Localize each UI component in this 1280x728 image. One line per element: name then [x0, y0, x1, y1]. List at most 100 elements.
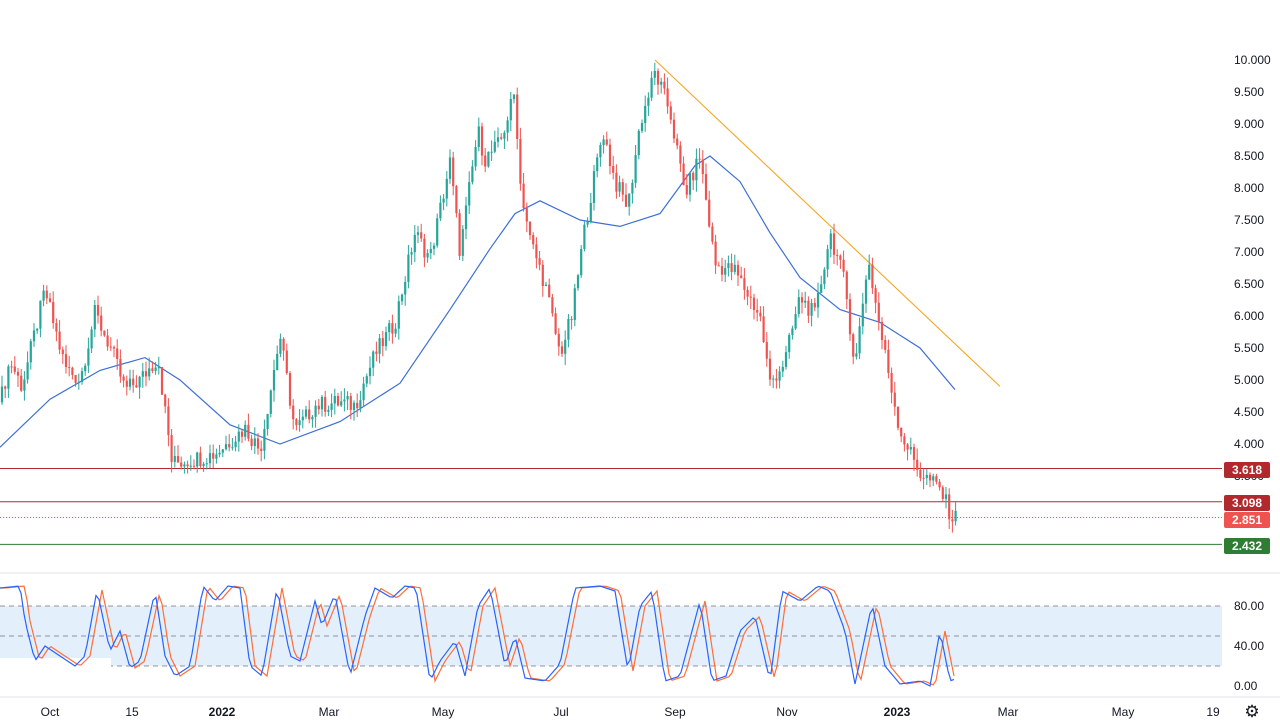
candle-body [247, 424, 250, 439]
candle [679, 141, 682, 172]
candle-body [615, 172, 618, 192]
candle [759, 306, 762, 322]
candle-body [954, 510, 957, 522]
candle-body [733, 264, 736, 272]
candle-body [269, 390, 272, 414]
candle [516, 87, 519, 150]
candle [288, 370, 292, 410]
time-tick-label: Jul [553, 705, 568, 719]
candle [208, 444, 212, 469]
candle-body [743, 278, 746, 290]
candle-body [461, 229, 464, 256]
candle [535, 237, 538, 269]
candle [87, 337, 90, 373]
oscillator-tick-label: 0.00 [1234, 679, 1258, 693]
candle-body [935, 476, 938, 482]
candle-body [282, 338, 285, 351]
oscillator-axis[interactable]: 80.00 40.00 0.00 [1234, 599, 1264, 693]
candle [797, 289, 800, 318]
level-badge-label: 2.432 [1232, 539, 1262, 553]
candle [103, 330, 106, 337]
candle-body [416, 232, 420, 235]
candle [541, 260, 544, 297]
candle [7, 364, 10, 398]
candle [336, 392, 340, 407]
candle-body [304, 409, 308, 417]
candle [909, 437, 912, 455]
candle-body [112, 347, 116, 349]
candle [256, 433, 260, 455]
candle-body [791, 328, 794, 335]
candle [762, 306, 765, 343]
candle [768, 350, 772, 386]
candle [304, 405, 308, 420]
candle-body [570, 319, 573, 321]
candle [20, 369, 23, 393]
candle [128, 369, 132, 391]
candle [42, 284, 45, 307]
candle [480, 122, 484, 166]
candle [106, 328, 109, 351]
candle [32, 323, 36, 347]
candle [500, 133, 503, 141]
candle-body [141, 371, 144, 377]
settings-gear-icon[interactable]: ⚙ [1244, 702, 1260, 721]
candle-body [154, 367, 157, 371]
time-axis[interactable]: Oct 15 2022 Mar May Jul Sep Nov 2023 Mar May 19 [41, 705, 1220, 719]
candle-body [730, 263, 733, 272]
candle [410, 247, 413, 265]
candle [730, 253, 733, 281]
candle-body [580, 248, 583, 276]
candle [125, 375, 128, 396]
candle [884, 335, 887, 354]
candle-body [749, 296, 752, 298]
candle-body [228, 444, 231, 448]
candle [932, 473, 935, 487]
candle [791, 325, 794, 340]
time-tick-label: 2022 [209, 705, 236, 719]
candle-body [480, 126, 484, 156]
candle-body [685, 185, 688, 195]
candle [58, 320, 61, 355]
candle-body [880, 321, 884, 341]
candle-body [589, 202, 592, 222]
candle [503, 130, 506, 150]
candle-body [423, 238, 426, 258]
candle [752, 293, 756, 320]
candle-body [80, 371, 84, 383]
candle [586, 217, 589, 228]
candle-body [173, 456, 176, 462]
candle-body [253, 438, 256, 447]
candle [464, 196, 468, 240]
candle-body [442, 198, 445, 203]
candle-body [452, 157, 455, 187]
candle [608, 138, 612, 175]
candle [308, 400, 311, 424]
candle [810, 298, 813, 327]
candle [740, 266, 743, 279]
candle-body [493, 141, 496, 152]
candle [84, 363, 87, 376]
price-axis[interactable]: 10.000 9.500 9.000 8.500 8.000 7.500 7.000 6.50… [1234, 53, 1271, 483]
candle [231, 437, 234, 451]
candle-body [205, 463, 208, 465]
candle [624, 183, 628, 208]
time-tick-label: Oct [41, 705, 60, 719]
candle-body [128, 378, 132, 387]
candle-body [948, 494, 951, 520]
candle-body [634, 155, 637, 183]
candle-body [189, 465, 192, 467]
price-tick-label: 10.000 [1234, 53, 1271, 67]
candle-body [436, 218, 439, 246]
level-badge-label: 3.618 [1232, 463, 1262, 477]
candle [266, 413, 269, 436]
candle-body [256, 438, 260, 449]
candle-body [919, 469, 922, 478]
trendline [654, 59, 1001, 387]
candle [912, 443, 916, 471]
candle [55, 318, 58, 342]
candle [180, 456, 183, 470]
candle [445, 171, 448, 207]
candle-body [384, 332, 388, 347]
